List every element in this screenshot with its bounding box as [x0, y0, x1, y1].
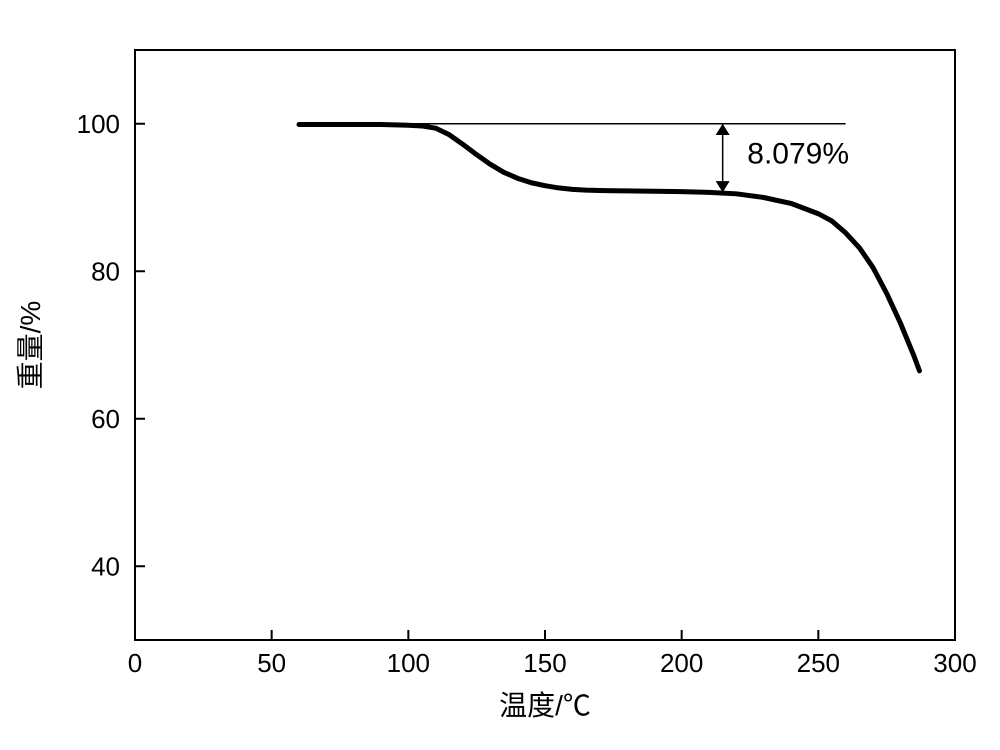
- annotation-arrowhead-top: [716, 124, 730, 135]
- y-tick-label: 100: [77, 109, 120, 139]
- y-tick-label: 80: [91, 256, 120, 286]
- x-tick-label: 200: [660, 648, 703, 678]
- y-tick-label: 60: [91, 404, 120, 434]
- weight-loss-annotation: 8.079%: [747, 137, 849, 170]
- y-tick-label: 40: [91, 551, 120, 581]
- x-tick-label: 100: [387, 648, 430, 678]
- tga-chart: 0 50 100 150 200 250 300 40 60 80 100 温度/℃ 重量/% 8.079…: [0, 0, 1000, 750]
- chart-svg: 0 50 100 150 200 250 300 40 60 80 100 温度/℃ 重量/% 8.079…: [0, 0, 1000, 750]
- x-tick-label: 300: [933, 648, 976, 678]
- x-tick-label: 150: [523, 648, 566, 678]
- x-tick-label: 50: [257, 648, 286, 678]
- x-axis-title: 温度/℃: [499, 690, 591, 721]
- y-axis-title: 重量/%: [15, 301, 46, 390]
- x-tick-label: 0: [128, 648, 142, 678]
- x-tick-label: 250: [797, 648, 840, 678]
